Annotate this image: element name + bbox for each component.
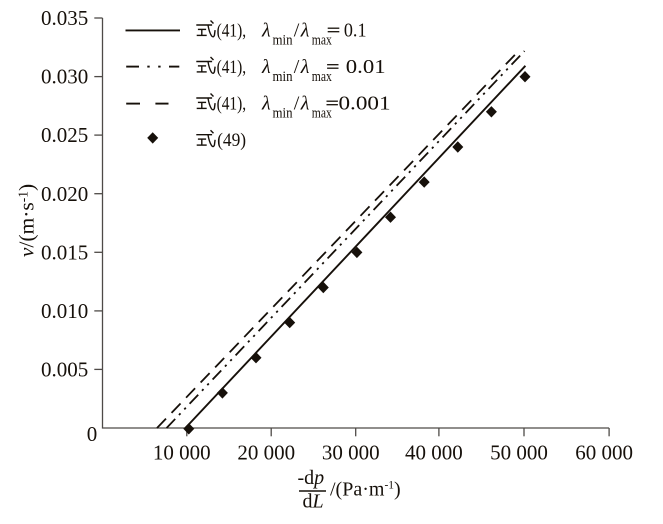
svg-text:/: /: [294, 19, 300, 41]
svg-text:0.020: 0.020: [41, 182, 88, 206]
svg-text:-dp: -dp: [298, 467, 325, 489]
svg-text:λ: λ: [300, 56, 310, 78]
svg-text:0.010: 0.010: [41, 299, 88, 323]
svg-text:λ: λ: [261, 92, 271, 114]
svg-text:max: max: [312, 106, 332, 122]
svg-text:/(Pa·m-1): /(Pa·m-1): [330, 479, 401, 501]
svg-text:λ: λ: [261, 19, 271, 41]
svg-text:(49): (49): [217, 130, 246, 151]
svg-text:min: min: [273, 33, 293, 49]
svg-text:0.035: 0.035: [41, 6, 88, 30]
svg-text:40 000: 40 000: [405, 441, 463, 465]
svg-text:0.015: 0.015: [41, 240, 88, 264]
svg-text:/: /: [294, 56, 300, 78]
svg-text:0.030: 0.030: [41, 65, 88, 89]
svg-text:(41),: (41),: [217, 93, 247, 114]
svg-text:0.025: 0.025: [41, 123, 88, 147]
svg-text:max: max: [312, 33, 332, 49]
svg-text:0: 0: [87, 422, 98, 446]
svg-text:20 000: 20 000: [237, 441, 295, 465]
svg-text:(41),: (41),: [217, 57, 247, 78]
svg-text:10 000: 10 000: [153, 441, 211, 465]
svg-text:(41),: (41),: [217, 20, 247, 41]
svg-text:/: /: [294, 92, 300, 114]
svg-text:0.1: 0.1: [344, 19, 367, 41]
svg-text:min: min: [273, 106, 293, 122]
svg-text:0.005: 0.005: [41, 358, 88, 382]
svg-text:dL: dL: [303, 490, 324, 512]
svg-text:max: max: [312, 69, 332, 85]
svg-text:λ: λ: [300, 19, 310, 41]
svg-text:60 000: 60 000: [575, 441, 633, 465]
svg-text:λ: λ: [261, 56, 271, 78]
svg-text:30 000: 30 000: [322, 441, 380, 465]
svg-text:0.001: 0.001: [339, 92, 391, 114]
svg-text:min: min: [273, 69, 293, 85]
svg-text:λ: λ: [300, 92, 310, 114]
svg-text:50 000: 50 000: [490, 441, 548, 465]
svg-text:0.01: 0.01: [346, 56, 386, 78]
